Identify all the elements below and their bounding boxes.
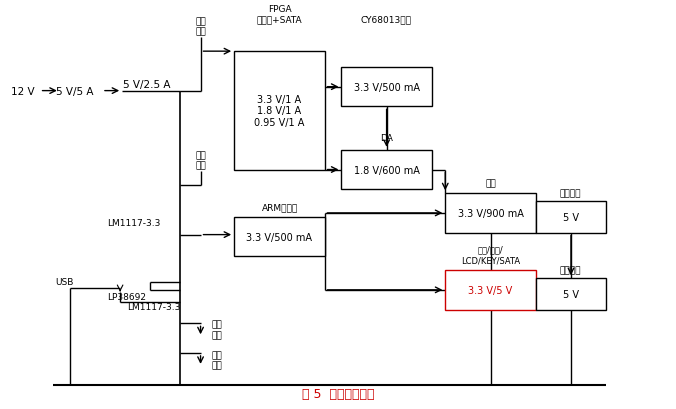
Text: CY68013部分: CY68013部分 (361, 16, 412, 25)
Text: 3.3 V/5 V: 3.3 V/5 V (468, 285, 512, 295)
Text: 3.3 V/1 A
1.8 V/1 A
0.95 V/1 A: 3.3 V/1 A 1.8 V/1 A 0.95 V/1 A (254, 94, 304, 128)
Bar (234, 217, 324, 257)
Text: 3.3 V/500 mA: 3.3 V/500 mA (246, 232, 312, 242)
Text: 电流
检测: 电流 检测 (195, 151, 206, 170)
Text: 3.3 V/500 mA: 3.3 V/500 mA (354, 83, 420, 92)
Text: 电流
检测: 电流 检测 (212, 350, 222, 369)
Text: 电流
检测: 电流 检测 (195, 17, 206, 36)
Text: 5 V/2.5 A: 5 V/2.5 A (123, 79, 170, 90)
Bar (341, 151, 432, 190)
Text: LM1117-3.3: LM1117-3.3 (127, 302, 180, 311)
Text: 5 V: 5 V (563, 212, 579, 222)
Bar (234, 52, 324, 170)
Text: 12 V: 12 V (11, 86, 34, 97)
Text: ARM核心板: ARM核心板 (262, 202, 298, 211)
Bar (341, 68, 432, 107)
Text: DA: DA (380, 134, 393, 143)
Text: 5 V: 5 V (563, 289, 579, 299)
Text: 串口/网口/
LCD/KEY/SATA: 串口/网口/ LCD/KEY/SATA (461, 245, 521, 265)
Text: 上变频板: 上变频板 (560, 189, 581, 198)
Text: 1.8 V/600 mA: 1.8 V/600 mA (354, 165, 420, 175)
Bar (445, 194, 536, 233)
Text: 时钟: 时钟 (485, 179, 496, 188)
Text: 电流
检测: 电流 检测 (212, 320, 222, 339)
Bar (536, 278, 606, 310)
Text: USB: USB (55, 278, 74, 287)
Text: LP38692: LP38692 (107, 292, 146, 301)
Text: LM1117-3.3: LM1117-3.3 (107, 218, 160, 227)
Bar (536, 202, 606, 233)
Text: 下变频板: 下变频板 (560, 265, 581, 274)
Text: FPGA
核心板+SATA: FPGA 核心板+SATA (257, 5, 302, 25)
Text: 图 5  电源分配方案: 图 5 电源分配方案 (301, 387, 375, 400)
Text: 3.3 V/900 mA: 3.3 V/900 mA (458, 209, 523, 218)
Bar (445, 270, 536, 310)
Text: 5 V/5 A: 5 V/5 A (56, 86, 94, 97)
